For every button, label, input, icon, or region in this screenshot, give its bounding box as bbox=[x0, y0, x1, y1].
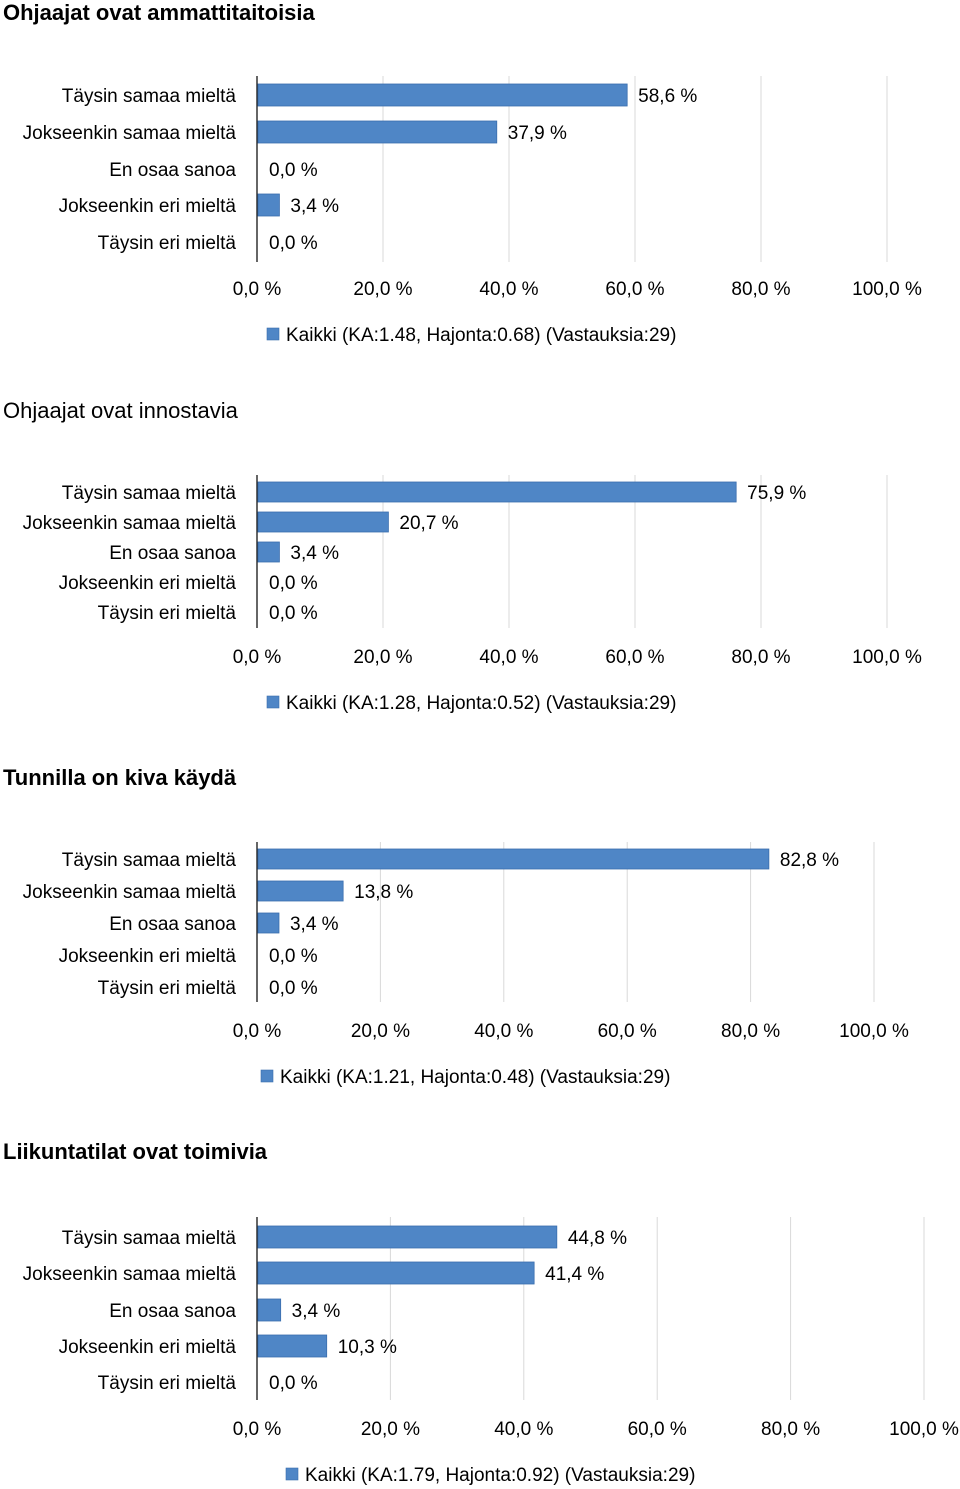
data-label: 13,8 % bbox=[354, 882, 413, 903]
data-label: 41,4 % bbox=[545, 1264, 604, 1285]
chart-1: 0,0 % 20,0 % 40,0 % 60,0 % 80,0 % 100,0 % Täys… bbox=[23, 76, 922, 346]
legend-swatch bbox=[266, 327, 280, 341]
data-label: 3,4 % bbox=[290, 914, 339, 935]
legend-label: Kaikki (KA:1.48, Hajonta:0.68) (Vastauks… bbox=[286, 325, 676, 346]
category-label: En osaa sanoa bbox=[109, 160, 236, 181]
category-label: En osaa sanoa bbox=[109, 1301, 236, 1322]
data-label: 44,8 % bbox=[568, 1228, 627, 1249]
bar bbox=[257, 1261, 535, 1285]
category-label: Jokseenkin eri mieltä bbox=[59, 946, 237, 967]
legend-label: Kaikki (KA:1.28, Hajonta:0.52) (Vastauks… bbox=[286, 693, 676, 714]
x-tick-label: 80,0 % bbox=[761, 1419, 820, 1440]
x-tick-label: 100,0 % bbox=[852, 647, 922, 668]
chart-title: Tunnilla on kiva käydä bbox=[3, 765, 237, 790]
category-label: Jokseenkin eri mieltä bbox=[59, 1337, 237, 1358]
data-label: 20,7 % bbox=[399, 513, 458, 534]
chart-title: Ohjaajat ovat ammattitaitoisia bbox=[3, 0, 315, 25]
bar bbox=[257, 541, 280, 563]
x-tick-label: 100,0 % bbox=[889, 1419, 959, 1440]
legend-label: Kaikki (KA:1.79, Hajonta:0.92) (Vastauks… bbox=[305, 1465, 695, 1486]
category-label: Jokseenkin samaa mieltä bbox=[23, 513, 237, 534]
category-label: Jokseenkin samaa mieltä bbox=[23, 882, 237, 903]
bar bbox=[257, 1225, 558, 1249]
x-tick-label: 40,0 % bbox=[474, 1021, 533, 1042]
x-tick-label: 0,0 % bbox=[233, 1021, 282, 1042]
x-tick-label: 40,0 % bbox=[494, 1419, 553, 1440]
bar bbox=[257, 481, 737, 503]
chart-2: 0,0 % 20,0 % 40,0 % 60,0 % 80,0 % 100,0 % Täys… bbox=[23, 475, 922, 714]
bar bbox=[257, 120, 498, 144]
bar bbox=[257, 848, 770, 870]
legend-swatch bbox=[260, 1069, 274, 1083]
x-tick-label: 0,0 % bbox=[233, 279, 282, 300]
x-tick-label: 80,0 % bbox=[731, 279, 790, 300]
data-label: 0,0 % bbox=[269, 160, 318, 181]
x-tick-label: 80,0 % bbox=[721, 1021, 780, 1042]
category-label: Täysin eri mieltä bbox=[98, 233, 237, 254]
data-label: 0,0 % bbox=[269, 603, 318, 624]
chart-title: Liikuntatilat ovat toimivia bbox=[3, 1139, 268, 1164]
x-tick-label: 20,0 % bbox=[353, 279, 412, 300]
x-tick-label: 0,0 % bbox=[233, 1419, 282, 1440]
data-label: 37,9 % bbox=[508, 123, 567, 144]
data-label: 10,3 % bbox=[338, 1337, 397, 1358]
x-tick-label: 40,0 % bbox=[479, 279, 538, 300]
bar bbox=[257, 912, 280, 934]
data-label: 0,0 % bbox=[269, 573, 318, 594]
bar bbox=[257, 880, 344, 902]
x-tick-label: 20,0 % bbox=[361, 1419, 420, 1440]
data-label: 0,0 % bbox=[269, 233, 318, 254]
x-tick-label: 20,0 % bbox=[351, 1021, 410, 1042]
chart-4: 0,0 % 20,0 % 40,0 % 60,0 % 80,0 % 100,0 % Täys… bbox=[23, 1217, 959, 1486]
x-tick-label: 0,0 % bbox=[233, 647, 282, 668]
legend-swatch bbox=[285, 1467, 299, 1481]
data-label: 3,4 % bbox=[290, 196, 339, 217]
x-tick-label: 20,0 % bbox=[353, 647, 412, 668]
data-label: 3,4 % bbox=[290, 543, 339, 564]
legend-label: Kaikki (KA:1.21, Hajonta:0.48) (Vastauks… bbox=[280, 1067, 670, 1088]
data-label: 75,9 % bbox=[747, 483, 806, 504]
data-label: 82,8 % bbox=[780, 850, 839, 871]
category-label: Täysin samaa mieltä bbox=[62, 86, 237, 107]
bar bbox=[257, 83, 628, 107]
bar bbox=[257, 511, 389, 533]
data-label: 0,0 % bbox=[269, 1373, 318, 1394]
category-label: Täysin eri mieltä bbox=[98, 978, 237, 999]
chart-3: 0,0 % 20,0 % 40,0 % 60,0 % 80,0 % 100,0 % Täys… bbox=[23, 842, 909, 1088]
bar bbox=[257, 1334, 328, 1358]
chart-title: Ohjaajat ovat innostavia bbox=[3, 398, 238, 423]
x-tick-label: 80,0 % bbox=[731, 647, 790, 668]
bar bbox=[257, 193, 280, 217]
category-label: En osaa sanoa bbox=[109, 914, 236, 935]
legend-swatch bbox=[266, 695, 280, 709]
x-tick-label: 60,0 % bbox=[628, 1419, 687, 1440]
data-label: 58,6 % bbox=[638, 86, 697, 107]
category-label: Jokseenkin eri mieltä bbox=[59, 196, 237, 217]
x-tick-label: 60,0 % bbox=[598, 1021, 657, 1042]
data-label: 0,0 % bbox=[269, 946, 318, 967]
category-label: Täysin samaa mieltä bbox=[62, 483, 237, 504]
x-tick-label: 60,0 % bbox=[605, 647, 664, 668]
category-label: Täysin eri mieltä bbox=[98, 603, 237, 624]
category-label: Jokseenkin eri mieltä bbox=[59, 573, 237, 594]
category-label: Jokseenkin samaa mieltä bbox=[23, 1264, 237, 1285]
x-tick-label: 100,0 % bbox=[852, 279, 922, 300]
category-label: Täysin eri mieltä bbox=[98, 1373, 237, 1394]
data-label: 3,4 % bbox=[292, 1301, 341, 1322]
category-label: Täysin samaa mieltä bbox=[62, 850, 237, 871]
category-label: Täysin samaa mieltä bbox=[62, 1228, 237, 1249]
x-tick-label: 40,0 % bbox=[479, 647, 538, 668]
category-label: En osaa sanoa bbox=[109, 543, 236, 564]
x-tick-label: 100,0 % bbox=[839, 1021, 909, 1042]
category-label: Jokseenkin samaa mieltä bbox=[23, 123, 237, 144]
bar bbox=[257, 1298, 282, 1322]
x-tick-label: 60,0 % bbox=[605, 279, 664, 300]
data-label: 0,0 % bbox=[269, 978, 318, 999]
